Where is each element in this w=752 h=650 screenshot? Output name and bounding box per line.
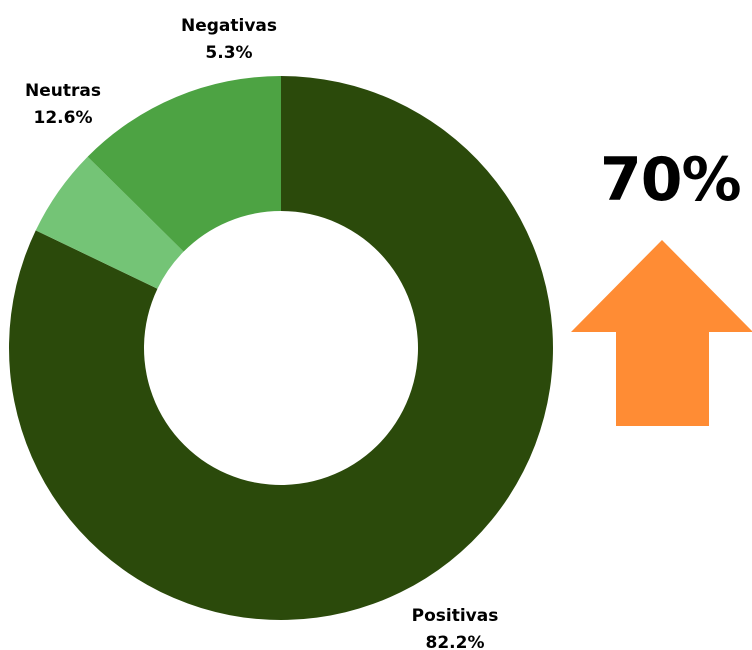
slice-negativas — [35, 156, 184, 289]
slice-neutras — [87, 76, 281, 252]
arrow-shape — [571, 240, 752, 426]
slice-positivas — [8, 76, 554, 620]
slice-label-neutras: Neutras — [25, 81, 101, 101]
slice-label-positivas: Positivas — [412, 606, 499, 626]
slice-value-negativas: 5.3% — [205, 43, 252, 63]
highlight-percentage: 70% — [600, 145, 742, 215]
donut-labels: Positivas 82.2% Negativas 5.3% Neutras 12.6% — [25, 16, 498, 650]
donut-slices — [8, 76, 554, 620]
slice-value-neutras: 12.6% — [34, 108, 93, 128]
slice-label-negativas: Negativas — [181, 16, 277, 36]
slice-value-positivas: 82.2% — [426, 633, 485, 650]
up-arrow-icon — [571, 240, 752, 426]
